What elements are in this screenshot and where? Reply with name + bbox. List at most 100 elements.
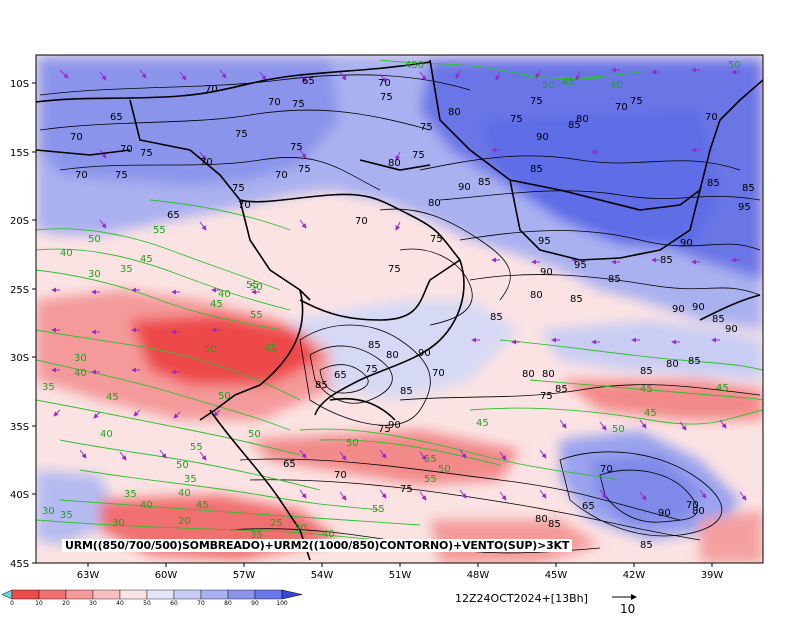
contour-label: 75 — [530, 96, 543, 107]
contour-label: 75 — [388, 264, 401, 275]
contour-label: 45 — [196, 500, 209, 511]
lon-label: 48W — [467, 570, 490, 581]
colorbar-under — [1, 589, 13, 600]
colorbar-swatch — [65, 589, 94, 600]
colorbar-swatch — [38, 589, 67, 600]
humidity-shading — [36, 55, 763, 563]
contour-label: 50 — [248, 429, 261, 440]
contour-label: 50 — [542, 80, 555, 91]
wind-reference-value: 10 — [620, 602, 636, 616]
colorbar-tick-label: 70 — [197, 600, 205, 607]
contour-label: 80 — [542, 369, 555, 380]
lon-label: 42W — [623, 570, 646, 581]
contour-label: 75 — [540, 391, 553, 402]
contour-label: 50 — [346, 438, 359, 449]
contour-label: 75 — [298, 164, 311, 175]
contour-label: 35 — [124, 489, 137, 500]
contour-label: 80 — [386, 350, 399, 361]
lat-label: 10S — [10, 79, 29, 90]
colorbar-tick-label: 30 — [89, 600, 97, 607]
contour-label: 45 — [140, 254, 153, 265]
contour-label: 55 — [424, 474, 437, 485]
contour-label: 80 — [522, 369, 535, 380]
colorbar-tick-label: 20 — [62, 600, 70, 607]
rh-contours-black — [39, 74, 761, 554]
colorbar-tick-label: 50 — [143, 600, 151, 607]
longitude-axis: 63W 60W 57W 54W 51W 48W 45W 42W 39W — [77, 563, 723, 581]
contour-label: 90 — [418, 348, 431, 359]
contour-label: 40 — [178, 488, 191, 499]
contour-label: 45 — [210, 299, 223, 310]
colorbar-tick-label: 10 — [35, 600, 43, 607]
lon-label: 63W — [77, 570, 100, 581]
contour-label: 75 — [232, 183, 245, 194]
contour-label: 45 — [640, 384, 653, 395]
contour-label: 80 — [535, 514, 548, 525]
contour-label: 90 — [692, 302, 705, 313]
colorbar-tick-label: 100 — [276, 600, 288, 607]
contour-label: 45 — [644, 408, 657, 419]
lon-label: 51W — [389, 570, 412, 581]
contour-label: 85 — [490, 312, 503, 323]
contour-label: 85 — [368, 340, 381, 351]
contour-label: 70 — [275, 170, 288, 181]
colorbar-tick-label: 60 — [170, 600, 178, 607]
contour-label: 80 — [448, 107, 461, 118]
contour-label: 50 — [250, 282, 263, 293]
contour-label: 95 — [574, 260, 587, 271]
contour-label: 55 — [424, 454, 437, 465]
contour-label: 90 — [458, 182, 471, 193]
contour-label: 70 — [432, 368, 445, 379]
contour-label: 95 — [738, 202, 751, 213]
contour-label: 65 — [167, 210, 180, 221]
forecast-datetime: 12Z24OCT2024+[13Bh] — [455, 592, 588, 605]
contour-label: 85 — [400, 386, 413, 397]
contour-label: 75 — [630, 96, 643, 107]
contour-label: 85 — [548, 519, 561, 530]
contour-label: 85 — [570, 294, 583, 305]
contour-label: 40 — [610, 80, 623, 91]
contour-label: 90 — [540, 267, 553, 278]
contour-label: 85 — [688, 356, 701, 367]
contour-label: 50 — [438, 464, 451, 475]
contour-label: 35 — [250, 530, 263, 541]
contour-label: 40 — [100, 429, 113, 440]
contour-label: 90 — [725, 324, 738, 335]
colorbar-swatch — [11, 589, 40, 600]
lat-label: 20S — [10, 216, 29, 227]
contour-label: 55 — [190, 442, 203, 453]
contour-label: 45 — [562, 77, 575, 88]
lat-label: 15S — [10, 148, 29, 159]
contour-label: 70 — [355, 216, 368, 227]
lon-label: 60W — [155, 570, 178, 581]
contour-label: 85 — [608, 274, 621, 285]
contour-label: 40 — [140, 500, 153, 511]
contour-label: 75 — [292, 99, 305, 110]
contour-label: 80 — [388, 158, 401, 169]
contour-label: 85 — [478, 177, 491, 188]
contour-label: 55 — [372, 504, 385, 515]
contour-label: 450 — [405, 60, 424, 71]
colorbar-swatch — [254, 589, 283, 600]
contour-label: 65 — [110, 112, 123, 123]
contour-label: 75 — [365, 364, 378, 375]
contour-label: 90 — [680, 238, 693, 249]
latitude-axis: 10S 15S 20S 25S 30S 35S 40S 45S — [10, 79, 36, 570]
contour-label: 85 — [555, 384, 568, 395]
contour-label: 95 — [538, 236, 551, 247]
contour-label: 70 — [75, 170, 88, 181]
contour-label: 55 — [153, 225, 166, 236]
contour-label: 45 — [716, 383, 729, 394]
contour-label: 80 — [692, 506, 705, 517]
contour-label: 65 — [582, 501, 595, 512]
contour-label: 35 — [42, 382, 55, 393]
contour-label: 75 — [235, 129, 248, 140]
lat-label: 45S — [10, 559, 29, 570]
colorbar-swatch — [92, 589, 121, 600]
colorbar-tick-label: 80 — [224, 600, 232, 607]
contour-label: 90 — [536, 132, 549, 143]
contour-label: 70 — [378, 78, 391, 89]
contour-label: 75 — [420, 122, 433, 133]
colorbar-swatch — [173, 589, 202, 600]
contour-label: 85 — [568, 120, 581, 131]
